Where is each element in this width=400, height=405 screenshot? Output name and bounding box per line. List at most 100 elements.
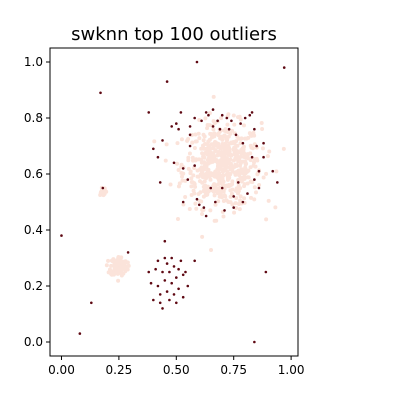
inlier-point	[224, 149, 229, 154]
inlier-point	[196, 131, 201, 136]
inlier-point	[212, 182, 217, 187]
inlier-point	[251, 130, 256, 135]
inlier-point	[221, 159, 226, 164]
inlier-point	[228, 200, 233, 205]
inlier-point	[232, 210, 237, 215]
inlier-point	[186, 155, 191, 160]
inlier-point	[220, 137, 225, 142]
outlier-point	[177, 267, 180, 271]
outlier-point	[181, 273, 185, 277]
inlier-point	[104, 263, 109, 268]
inlier-point	[186, 136, 191, 141]
inlier-point	[223, 134, 228, 139]
inlier-point	[211, 94, 216, 99]
outlier-point	[257, 169, 261, 173]
inlier-point	[175, 216, 180, 221]
outlier-point	[216, 119, 219, 123]
inlier-point	[218, 159, 223, 164]
outlier-point	[248, 113, 252, 117]
inlier-point	[190, 140, 195, 145]
inlier-point	[212, 193, 217, 198]
x-tick-label: 1.00	[278, 363, 305, 377]
outlier-point	[200, 119, 203, 123]
inlier-point	[208, 146, 213, 151]
y-tick-label: 0.0	[24, 335, 43, 349]
inlier-point	[205, 126, 210, 131]
inlier-point	[253, 190, 258, 195]
inlier-point	[232, 122, 237, 127]
inlier-point	[164, 142, 169, 147]
outlier-point	[257, 186, 261, 190]
inlier-point	[245, 181, 250, 186]
inlier-point	[213, 202, 218, 207]
inlier-point	[177, 181, 182, 186]
outlier-point	[172, 265, 176, 268]
inlier-point	[126, 263, 131, 268]
inlier-point	[112, 260, 117, 265]
outlier-point	[188, 144, 192, 148]
outlier-point	[225, 116, 229, 120]
inlier-point	[199, 160, 204, 165]
inlier-point	[234, 206, 239, 211]
inlier-point	[251, 163, 256, 168]
inlier-point	[237, 157, 242, 162]
inlier-point	[243, 160, 248, 165]
inlier-point	[120, 259, 125, 264]
inlier-point	[246, 135, 251, 140]
inlier-point	[197, 136, 202, 141]
inlier-point	[202, 163, 207, 168]
inlier-point	[213, 148, 218, 153]
inlier-point	[206, 161, 211, 166]
inlier-point	[260, 127, 265, 132]
outlier-point	[175, 301, 178, 305]
inlier-point	[197, 157, 202, 162]
outlier-point	[253, 340, 256, 344]
inlier-point	[222, 193, 227, 198]
outlier-point	[161, 139, 164, 142]
outlier-point	[197, 203, 201, 207]
inlier-point	[250, 146, 255, 151]
outlier-point	[156, 284, 160, 288]
inlier-point	[197, 198, 202, 203]
inlier-point	[273, 205, 278, 210]
outlier-point	[101, 186, 105, 190]
inlier-point	[228, 194, 233, 199]
y-tick-label: 0.4	[24, 223, 43, 237]
inlier-point	[176, 167, 181, 172]
outlier-point	[156, 155, 160, 159]
inlier-point	[218, 181, 223, 186]
inlier-point	[261, 175, 266, 180]
outlier-point	[165, 290, 169, 293]
outlier-point	[264, 270, 268, 274]
inlier-point	[230, 179, 235, 184]
outlier-point	[168, 270, 171, 274]
inlier-point	[197, 117, 202, 122]
inlier-point	[228, 152, 233, 157]
inlier-point	[238, 117, 243, 122]
inlier-point	[197, 179, 202, 184]
outlier-point	[253, 127, 256, 131]
outlier-point	[230, 119, 233, 123]
outlier-point	[239, 122, 242, 125]
outlier-point	[175, 276, 178, 279]
outlier-point	[193, 259, 196, 263]
inlier-point	[116, 278, 121, 283]
inlier-point	[198, 172, 203, 177]
outlier-point	[262, 141, 265, 145]
inlier-point	[187, 207, 192, 212]
inlier-point	[233, 171, 238, 176]
inlier-point	[190, 155, 195, 160]
outlier-point	[175, 122, 178, 125]
inlier-point	[230, 166, 235, 171]
inlier-point	[189, 184, 194, 189]
outlier-point	[255, 144, 258, 148]
y-tick-label: 0.8	[24, 111, 43, 125]
inlier-point	[210, 135, 215, 140]
outlier-point	[211, 108, 215, 111]
outlier-point	[152, 298, 155, 302]
inlier-point	[191, 173, 196, 178]
inlier-point	[237, 150, 242, 155]
inlier-point	[236, 201, 241, 206]
inlier-point	[248, 151, 253, 156]
